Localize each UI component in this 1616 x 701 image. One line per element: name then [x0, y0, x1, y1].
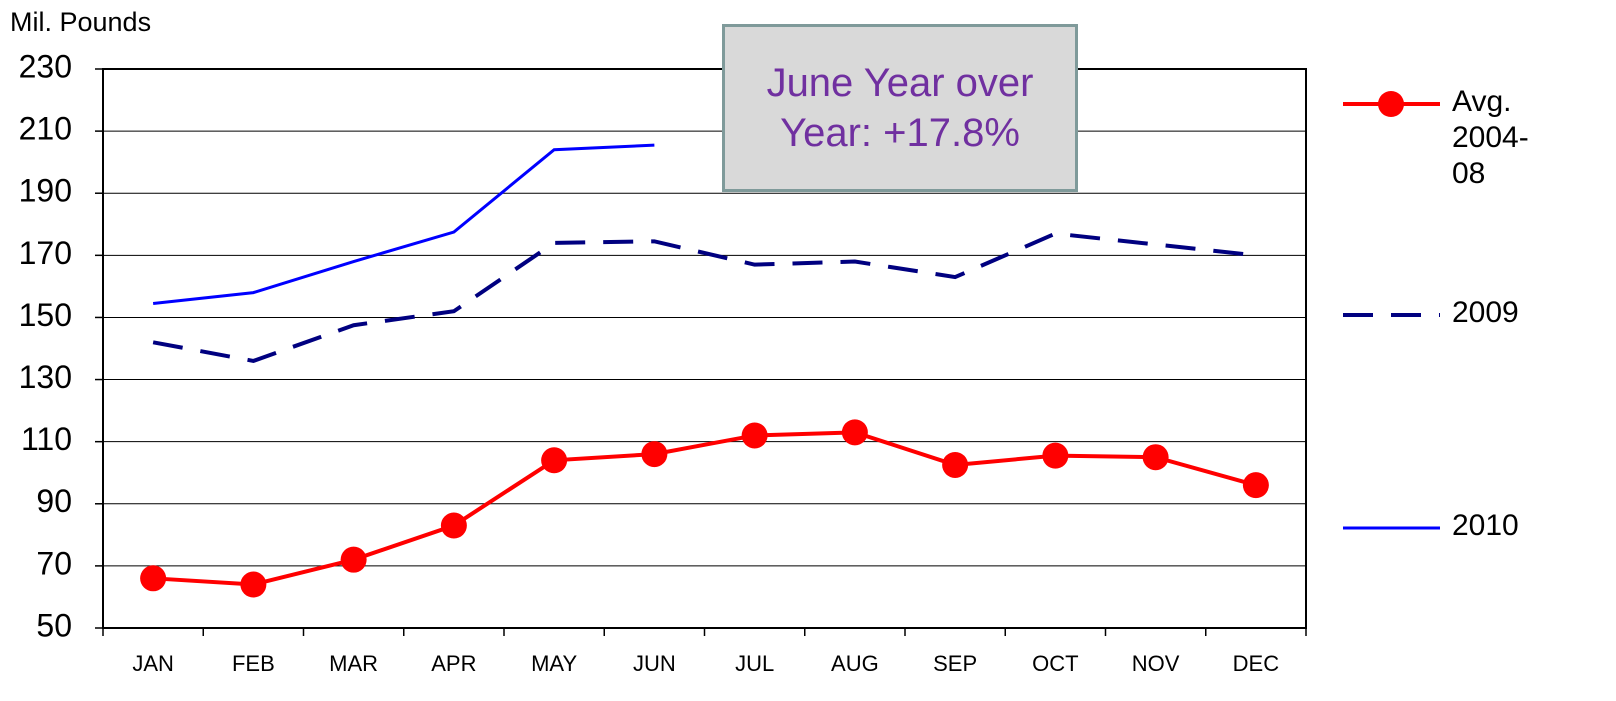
x-tick-label: SEP [933, 651, 977, 676]
data-point [1042, 442, 1069, 469]
y-tick-label: 170 [19, 235, 72, 271]
x-tick-label: DEC [1233, 651, 1280, 676]
y-tick-label: 210 [19, 111, 72, 147]
legend-label: 2009 [1452, 296, 1519, 329]
y-tick-label: 50 [36, 607, 72, 643]
data-point [140, 565, 167, 592]
series-line [152, 231, 1257, 363]
x-tick-label: JUN [633, 651, 676, 676]
x-tick-label: APR [431, 651, 476, 676]
legend-marker [1378, 91, 1404, 117]
y-tick-label: 90 [36, 483, 72, 519]
data-point [841, 419, 868, 446]
x-tick-label: MAR [329, 651, 378, 676]
y-tick-label: 150 [19, 297, 72, 333]
x-tick-label: JAN [132, 651, 174, 676]
data-point [641, 441, 668, 468]
data-point [440, 512, 467, 539]
y-tick-label: 190 [19, 173, 72, 209]
data-point [541, 447, 568, 474]
data-point [1142, 444, 1169, 471]
x-tick-label: JUL [735, 651, 774, 676]
y-tick-label: 130 [19, 359, 72, 395]
series-line [152, 143, 655, 305]
annotation: June Year over Year: +17.8% [722, 24, 1078, 192]
x-tick-label: FEB [232, 651, 275, 676]
data-point [1242, 472, 1269, 499]
y-tick-label: 70 [36, 545, 72, 581]
data-point [340, 546, 367, 573]
plot-frame [102, 68, 1307, 629]
legend-label: Avg. 2004-08 [1452, 85, 1529, 190]
x-tick-label: AUG [831, 651, 879, 676]
data-point [741, 422, 768, 449]
y-tick-label: 230 [19, 48, 72, 84]
x-tick-label: OCT [1032, 651, 1078, 676]
y-tick-label: 110 [21, 421, 72, 457]
data-point [942, 451, 969, 478]
y-axis-label: Mil. Pounds [10, 7, 151, 37]
x-tick-label: MAY [531, 651, 577, 676]
legend-label: 2010 [1452, 509, 1519, 542]
data-point [240, 571, 267, 598]
series-line [153, 430, 1257, 587]
x-tick-label: NOV [1132, 651, 1180, 676]
